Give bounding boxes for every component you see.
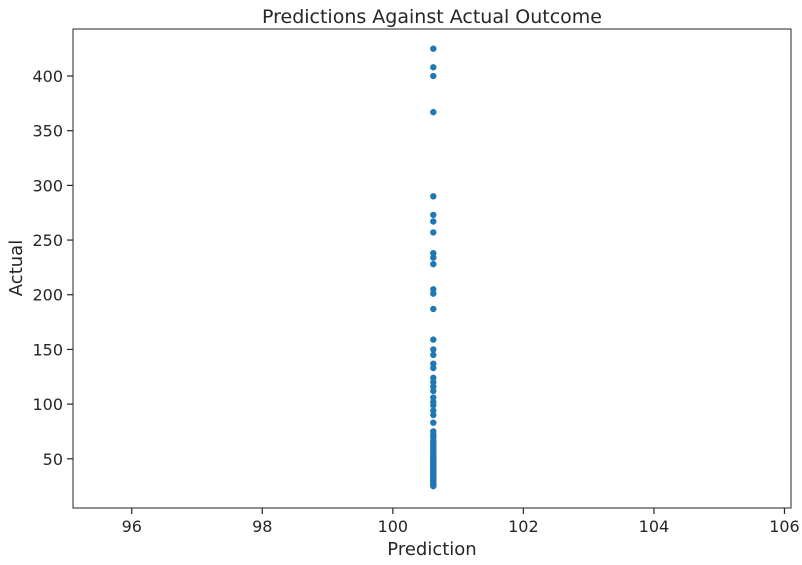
data-point bbox=[430, 360, 437, 367]
data-point bbox=[430, 218, 437, 225]
x-tick-label: 106 bbox=[769, 517, 800, 536]
data-point bbox=[430, 419, 437, 426]
y-tick-label: 300 bbox=[32, 176, 63, 195]
data-point bbox=[430, 45, 437, 52]
x-tick-label: 96 bbox=[122, 517, 142, 536]
plot-frame bbox=[72, 28, 792, 509]
data-point bbox=[430, 402, 437, 409]
data-point bbox=[430, 211, 437, 219]
x-tick-label: 104 bbox=[639, 517, 670, 536]
x-axis-label: Prediction bbox=[387, 539, 476, 560]
data-point bbox=[430, 383, 437, 390]
data-point bbox=[430, 374, 437, 382]
y-tick-label: 200 bbox=[32, 286, 63, 305]
data-point bbox=[430, 387, 437, 395]
data-point bbox=[430, 411, 437, 419]
y-axis: 50 100 150 200 250 300 350 400 bbox=[32, 67, 73, 469]
data-point bbox=[430, 364, 437, 372]
y-tick-label: 250 bbox=[32, 231, 63, 250]
data-point bbox=[430, 336, 437, 343]
x-tick-label: 102 bbox=[508, 517, 539, 536]
data-point bbox=[430, 193, 437, 200]
data-point bbox=[430, 438, 437, 445]
data-point bbox=[430, 290, 437, 297]
data-point bbox=[430, 346, 437, 353]
data-point bbox=[430, 286, 437, 293]
chart-title: Predictions Against Actual Outcome bbox=[262, 6, 602, 28]
x-tick-label: 100 bbox=[378, 517, 409, 536]
data-point bbox=[430, 453, 437, 460]
y-tick-label: 50 bbox=[43, 450, 63, 469]
data-point bbox=[430, 351, 437, 359]
scatter-points bbox=[430, 45, 437, 490]
y-tick-label: 100 bbox=[32, 395, 63, 414]
data-point bbox=[430, 72, 437, 80]
data-point bbox=[430, 108, 437, 116]
y-axis-label: Actual bbox=[6, 240, 27, 296]
y-tick-label: 350 bbox=[32, 122, 63, 141]
data-point bbox=[430, 449, 437, 456]
data-point bbox=[430, 394, 437, 401]
x-tick-label: 98 bbox=[252, 517, 272, 536]
data-point bbox=[430, 305, 437, 313]
y-tick-label: 150 bbox=[32, 340, 63, 359]
y-tick-label: 400 bbox=[32, 67, 63, 86]
data-point bbox=[430, 407, 437, 414]
data-point bbox=[430, 254, 437, 261]
data-point bbox=[430, 249, 437, 257]
data-point bbox=[430, 229, 437, 236]
x-axis: 96 98 100 102 104 106 bbox=[122, 508, 800, 536]
data-point bbox=[430, 64, 437, 71]
data-point bbox=[430, 379, 437, 386]
data-point bbox=[430, 260, 437, 268]
